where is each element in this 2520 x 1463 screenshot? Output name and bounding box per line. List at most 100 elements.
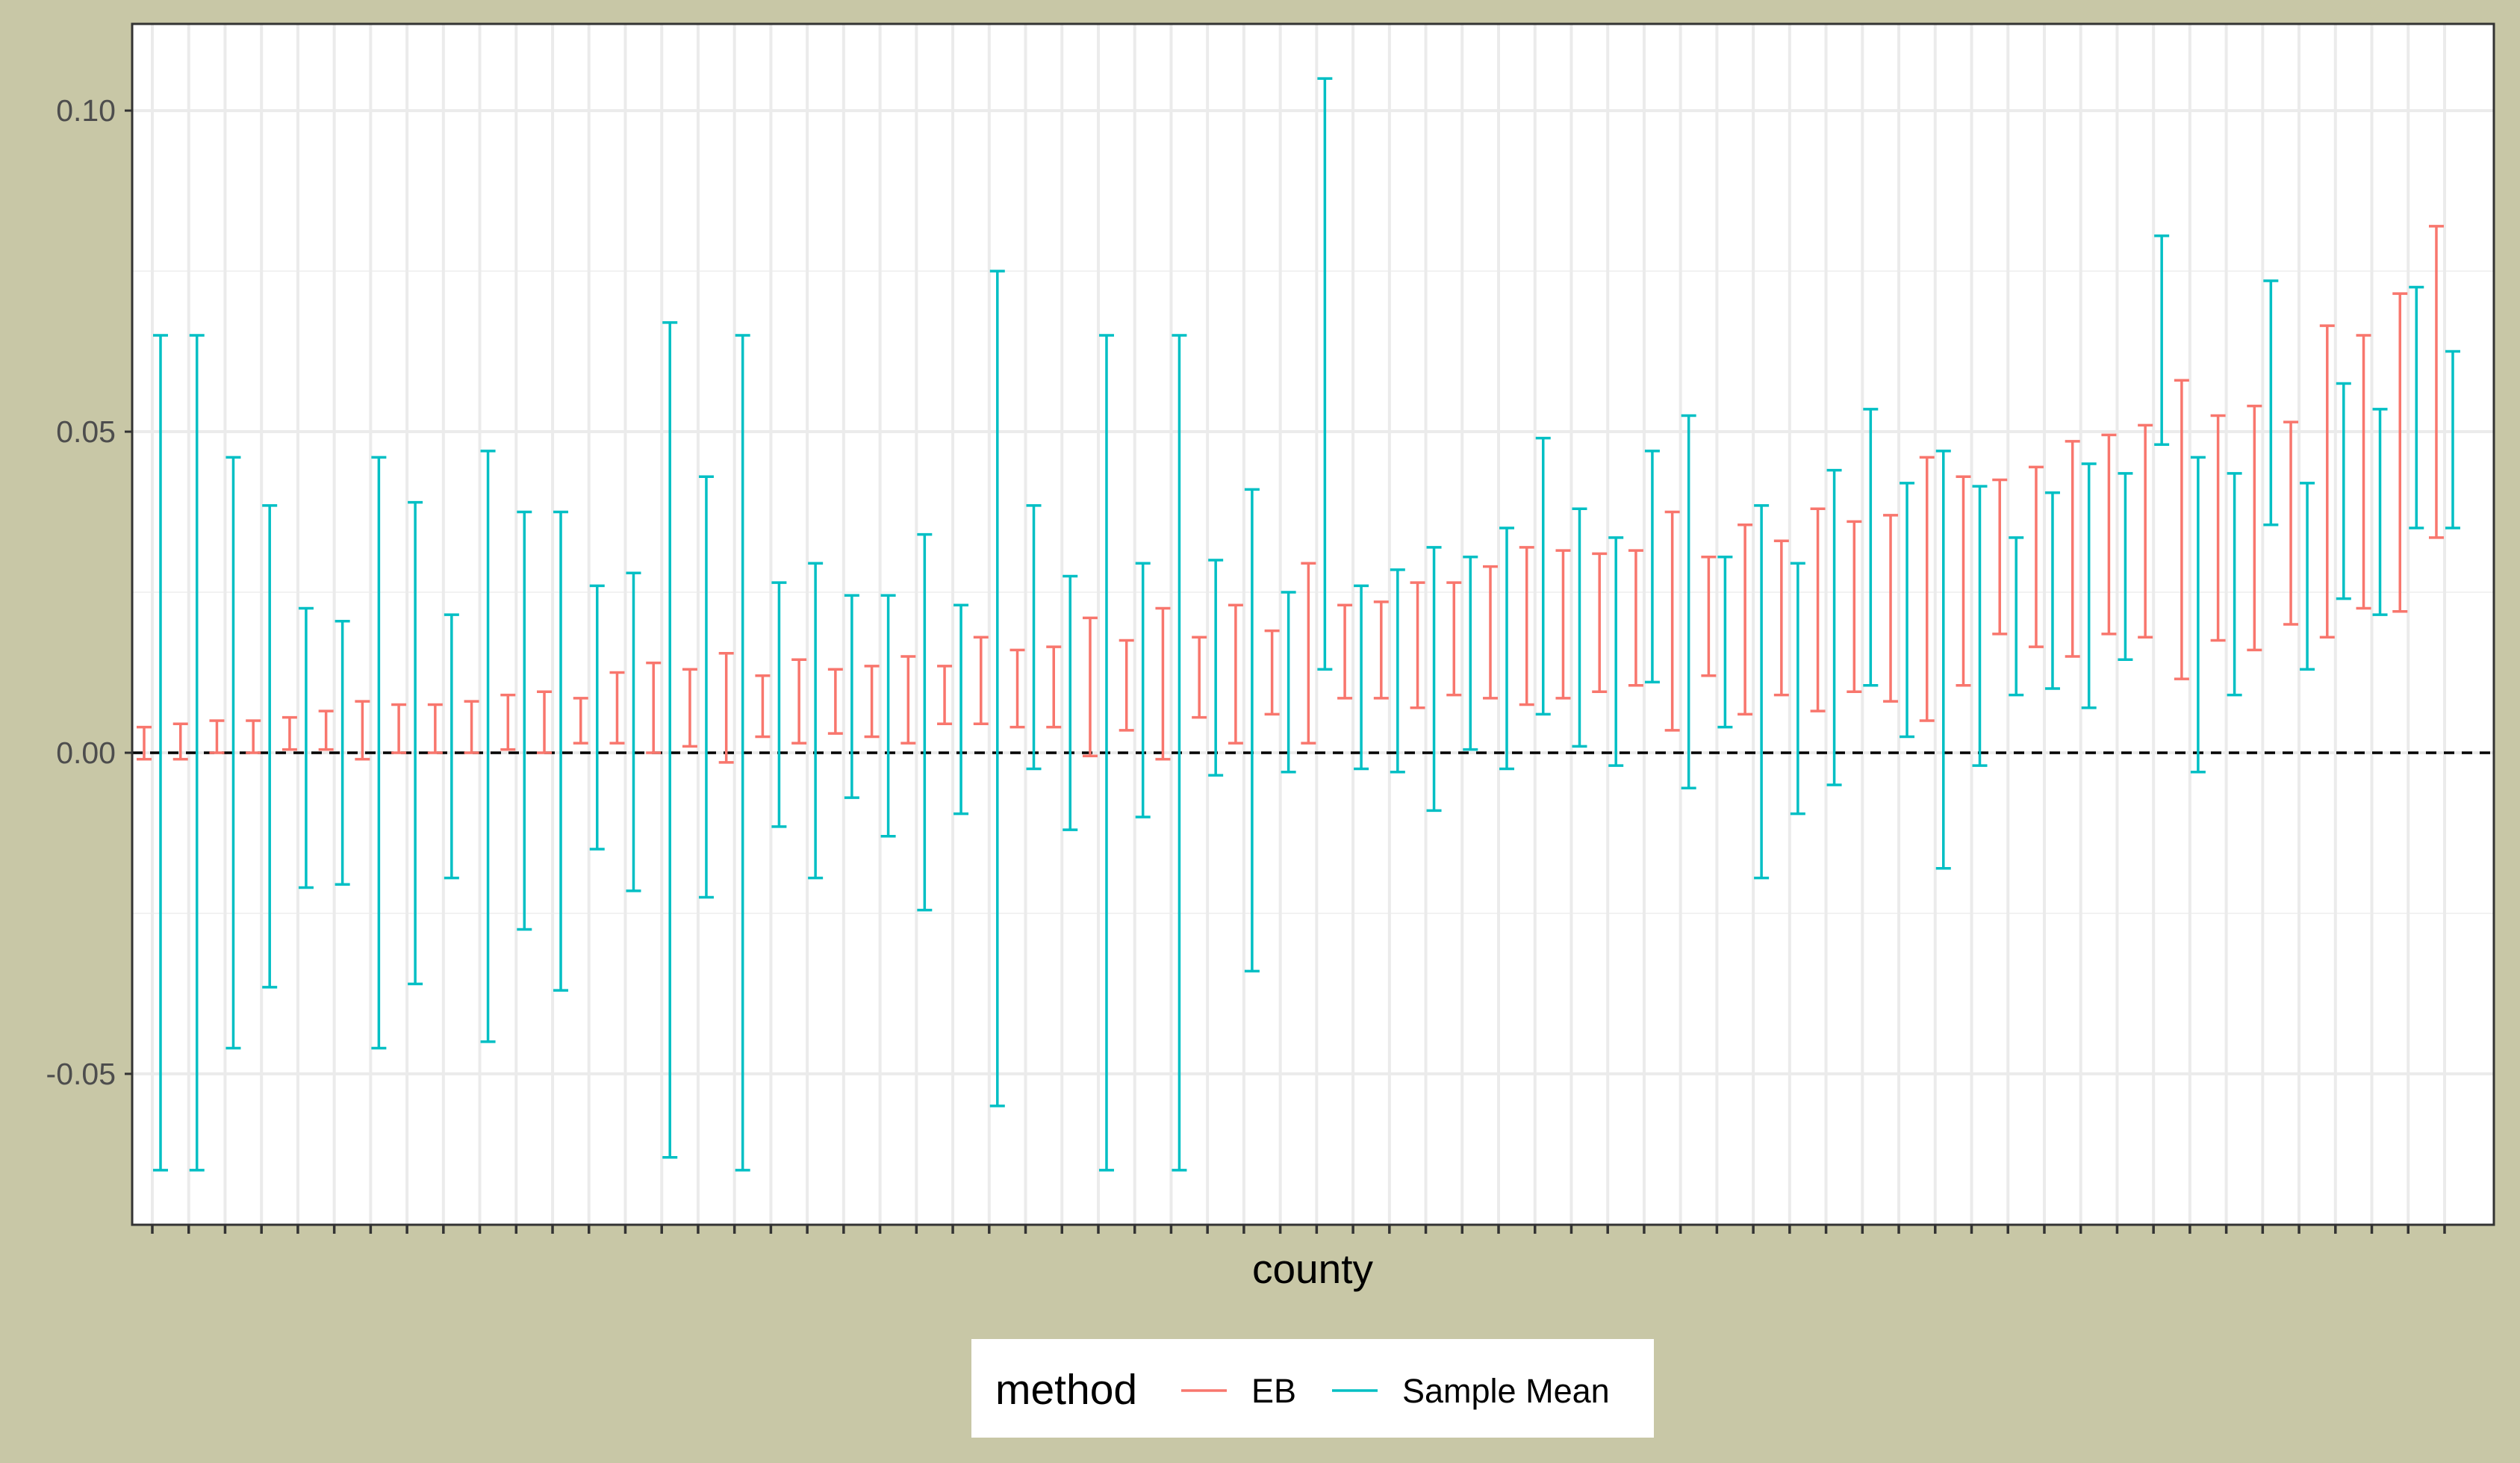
- sample-mean-errorbar: [2227, 472, 2242, 697]
- sample-mean-errorbar: [1172, 334, 1187, 1172]
- sample-mean-errorbar: [698, 475, 714, 899]
- legend-box: [971, 1339, 1654, 1438]
- sample-mean-errorbar: [1681, 414, 1696, 790]
- legend-label-sample-mean: Sample Mean: [1402, 1372, 1610, 1410]
- eb-errorbar: [1628, 549, 1643, 687]
- eb-errorbar: [281, 715, 297, 751]
- sample-mean-errorbar: [1426, 546, 1442, 813]
- sample-mean-errorbar: [1354, 584, 1369, 771]
- sample-mean-errorbar: [1098, 334, 1114, 1172]
- sample-mean-errorbar: [1063, 574, 1078, 831]
- sample-mean-errorbar: [917, 532, 933, 912]
- sample-mean-errorbar: [808, 562, 824, 880]
- legend-label-eb: EB: [1251, 1372, 1296, 1410]
- sample-mean-errorbar: [189, 334, 205, 1172]
- eb-errorbar: [1009, 648, 1025, 729]
- sample-mean-errorbar: [2263, 279, 2279, 527]
- eb-errorbar: [427, 703, 443, 754]
- sample-mean-errorbar: [1935, 450, 1951, 870]
- sample-mean-errorbar: [1135, 562, 1151, 819]
- eb-errorbar: [1519, 546, 1534, 706]
- eb-errorbar: [391, 703, 407, 754]
- sample-mean-errorbar: [1463, 555, 1478, 751]
- eb-errorbar: [1737, 523, 1753, 716]
- eb-errorbar: [2065, 440, 2080, 658]
- series-sample-mean: [153, 77, 2460, 1172]
- eb-errorbar: [609, 671, 625, 745]
- eb-errorbar: [1847, 520, 1862, 694]
- eb-errorbar: [1956, 475, 1971, 687]
- eb-errorbar: [1228, 603, 1243, 745]
- eb-errorbar: [2247, 404, 2262, 652]
- eb-errorbar: [137, 725, 152, 761]
- sample-mean-errorbar: [517, 510, 532, 931]
- eb-errorbar: [2210, 414, 2226, 642]
- eb-errorbar: [246, 719, 261, 754]
- sample-mean-errorbar: [1572, 507, 1587, 748]
- eb-errorbar: [500, 693, 516, 751]
- eb-errorbar: [1155, 606, 1171, 761]
- eb-errorbar: [937, 665, 953, 726]
- eb-errorbar: [1701, 555, 1717, 677]
- sample-mean-errorbar: [480, 450, 496, 1043]
- eb-errorbar: [464, 700, 479, 754]
- sample-mean-errorbar: [662, 321, 678, 1159]
- eb-errorbar: [318, 709, 334, 751]
- sample-mean-errorbar: [2118, 472, 2133, 662]
- sample-mean-errorbar: [1499, 527, 1515, 771]
- eb-errorbar: [973, 636, 989, 726]
- eb-errorbar: [1883, 514, 1899, 703]
- eb-errorbar: [1483, 565, 1499, 700]
- sample-mean-errorbar: [1717, 555, 1733, 729]
- eb-errorbar: [682, 668, 697, 748]
- sample-mean-errorbar: [225, 456, 241, 1050]
- eb-errorbar: [1337, 603, 1353, 700]
- eb-errorbar: [791, 658, 807, 745]
- sample-mean-errorbar: [335, 619, 350, 886]
- eb-errorbar: [646, 661, 662, 754]
- sample-mean-errorbar: [1026, 504, 1042, 771]
- y-tick-label: 0.10: [56, 93, 116, 128]
- eb-errorbar: [900, 655, 916, 745]
- major-gridlines: [132, 24, 2494, 1225]
- eb-errorbar: [1301, 562, 1316, 745]
- sample-mean-errorbar: [1244, 488, 1260, 973]
- eb-errorbar: [209, 719, 225, 754]
- eb-errorbar: [2356, 334, 2371, 610]
- sample-mean-errorbar: [2372, 408, 2388, 616]
- eb-errorbar: [1410, 581, 1425, 709]
- sample-mean-errorbar: [1281, 591, 1296, 774]
- eb-errorbar: [2392, 292, 2408, 613]
- sample-mean-errorbar: [1754, 504, 1770, 880]
- eb-errorbar: [2319, 324, 2335, 639]
- sample-mean-errorbar: [444, 613, 459, 880]
- sample-mean-errorbar: [1972, 485, 1988, 767]
- y-tick-label: 0.05: [56, 414, 116, 449]
- sample-mean-errorbar: [735, 334, 750, 1172]
- eb-errorbar: [755, 674, 771, 739]
- x-axis-title: county: [1252, 1246, 1374, 1292]
- eb-errorbar: [2283, 420, 2299, 626]
- sample-mean-errorbar: [626, 571, 641, 892]
- eb-errorbar: [864, 665, 880, 739]
- eb-errorbar: [718, 651, 734, 764]
- series-eb: [137, 225, 2444, 764]
- sample-mean-errorbar: [1826, 468, 1842, 786]
- sample-mean-errorbar: [408, 500, 423, 986]
- x-axis: [151, 1225, 2446, 1234]
- sample-mean-errorbar: [771, 581, 787, 828]
- sample-mean-errorbar: [371, 456, 387, 1050]
- plot-border: [131, 22, 2495, 1226]
- eb-errorbar: [1119, 639, 1134, 732]
- eb-errorbar: [573, 697, 588, 745]
- sample-mean-errorbar: [262, 504, 278, 989]
- legend: method EB Sample Mean: [971, 1339, 1654, 1438]
- sample-mean-errorbar: [2409, 285, 2424, 529]
- sample-mean-errorbar: [2190, 456, 2206, 774]
- eb-errorbar: [2428, 225, 2444, 539]
- sample-mean-errorbar: [153, 334, 168, 1172]
- eb-errorbar: [1264, 629, 1280, 716]
- eb-errorbar: [827, 668, 843, 735]
- sample-mean-errorbar: [2044, 491, 2060, 690]
- eb-errorbar: [1046, 645, 1062, 729]
